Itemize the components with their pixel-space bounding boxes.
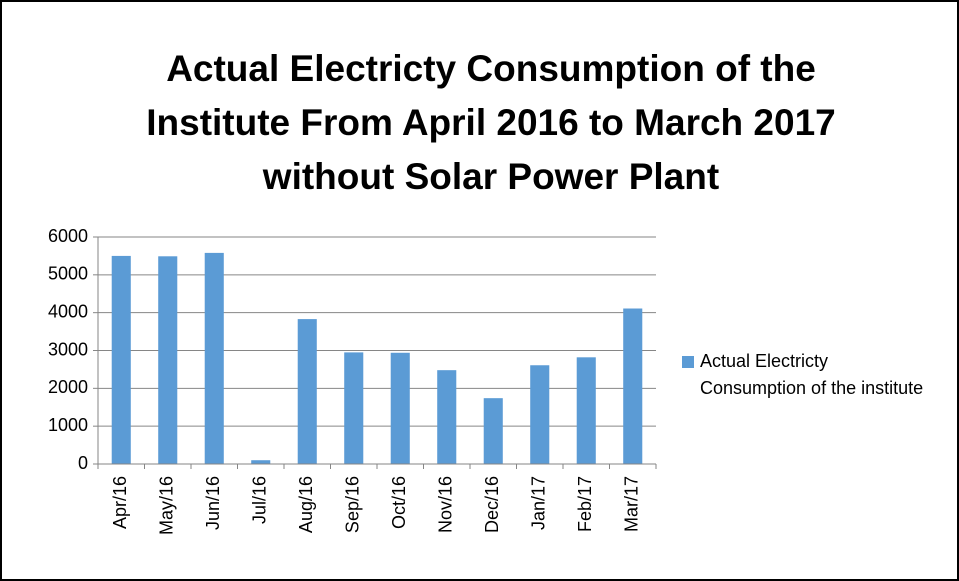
x-tick-label: Apr/16 [110, 476, 130, 529]
x-tick-label: Aug/16 [296, 476, 316, 533]
bar [158, 256, 178, 464]
x-tick-label: Jan/17 [529, 476, 549, 530]
bar [390, 352, 410, 464]
bar [530, 365, 550, 464]
legend-label: Actual Electricty Consumption of the ins… [700, 351, 924, 398]
chart-title: Actual Electricty Consumption of the Ins… [146, 48, 836, 197]
x-tick-label: May/16 [157, 476, 177, 535]
y-tick-label: 2000 [48, 377, 88, 397]
x-tick-label: Nov/16 [436, 476, 456, 533]
bar [576, 357, 596, 464]
bar [204, 252, 224, 464]
x-tick-label: Oct/16 [389, 476, 409, 529]
bar [623, 308, 643, 464]
bar [111, 255, 131, 464]
x-tick-label: Sep/16 [343, 476, 363, 533]
y-tick-label: 0 [78, 453, 88, 473]
bar [251, 460, 271, 464]
bar [297, 319, 317, 464]
x-tick-label: Feb/17 [575, 476, 595, 532]
x-tick-label: Jun/16 [203, 476, 223, 530]
y-tick-label: 4000 [48, 301, 88, 321]
x-tick-label: Dec/16 [482, 476, 502, 533]
bar [483, 398, 503, 464]
y-tick-label: 1000 [48, 415, 88, 435]
x-tick-label: Mar/17 [622, 476, 642, 532]
bar [344, 352, 364, 464]
y-tick-label: 6000 [48, 226, 88, 246]
bar [437, 370, 457, 464]
y-tick-label: 3000 [48, 339, 88, 359]
legend-swatch [682, 356, 694, 368]
y-tick-label: 5000 [48, 264, 88, 284]
x-tick-label: Jul/16 [250, 476, 270, 524]
